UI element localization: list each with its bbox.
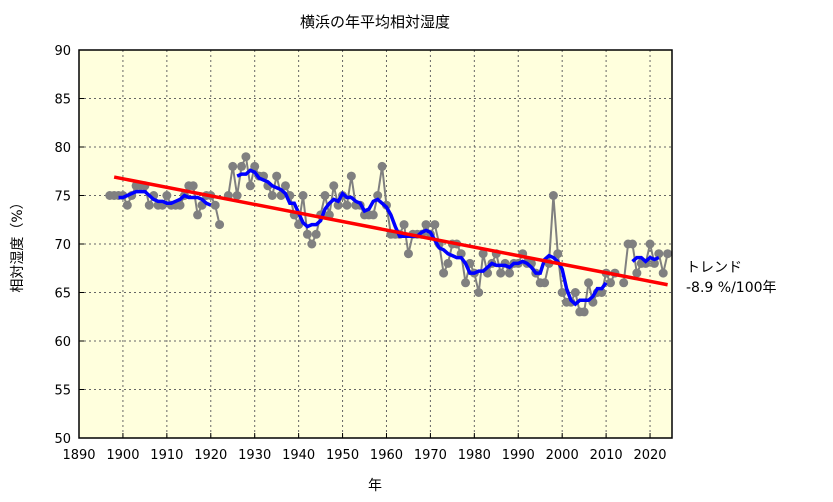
- moving-average-line: [631, 255, 660, 264]
- y-tick-label: 70: [54, 238, 71, 253]
- data-point: [421, 220, 431, 230]
- y-tick-label: 80: [54, 141, 71, 156]
- data-point: [188, 181, 198, 191]
- data-point: [193, 210, 203, 220]
- y-tick-label: 85: [54, 93, 71, 108]
- trend-label: トレンド: [686, 260, 742, 276]
- data-point: [478, 249, 488, 259]
- data-point: [329, 181, 339, 191]
- data-point: [443, 258, 453, 268]
- data-point: [311, 229, 321, 239]
- x-tick-label: 2010: [590, 448, 623, 463]
- x-tick-label: 1990: [502, 448, 535, 463]
- data-point: [579, 307, 589, 317]
- data-point: [584, 278, 594, 288]
- data-point: [649, 258, 659, 268]
- data-point: [250, 161, 260, 171]
- data-point: [232, 191, 242, 200]
- data-point: [294, 220, 304, 230]
- x-tick-label: 1930: [238, 448, 271, 463]
- data-point: [557, 288, 567, 297]
- data-point: [570, 288, 580, 297]
- data-point: [342, 200, 352, 210]
- data-point: [548, 191, 558, 200]
- data-point: [307, 239, 317, 249]
- x-tick-label: 1970: [414, 448, 447, 463]
- data-point: [461, 278, 471, 288]
- y-tick-label: 65: [54, 287, 71, 302]
- data-point: [654, 249, 664, 259]
- y-tick-label: 75: [54, 190, 71, 205]
- data-point: [175, 200, 185, 210]
- x-tick-label: 1890: [62, 448, 95, 463]
- data-point: [632, 268, 642, 278]
- data-point: [399, 220, 409, 230]
- trend-rate: -8.9 %/100年: [686, 280, 777, 296]
- moving-average-line: [118, 189, 212, 207]
- data-point: [210, 200, 220, 210]
- data-point: [496, 268, 506, 278]
- x-tick-label: 1950: [326, 448, 359, 463]
- data-point: [658, 268, 668, 278]
- data-point: [245, 181, 255, 191]
- data-point: [377, 161, 387, 171]
- data-point: [540, 278, 550, 288]
- data-point: [298, 191, 308, 200]
- data-point: [122, 200, 132, 210]
- data-point: [606, 278, 616, 288]
- x-tick-label: 1920: [194, 448, 227, 463]
- data-point: [504, 268, 514, 278]
- data-point: [267, 191, 277, 200]
- data-point: [333, 200, 343, 210]
- y-tick-label: 90: [54, 44, 71, 59]
- y-tick-label: 50: [54, 432, 71, 447]
- data-point: [162, 191, 172, 200]
- data-point: [627, 239, 637, 249]
- y-axis-label: 相対湿度（%）: [10, 195, 26, 292]
- y-tick-label: 55: [54, 384, 71, 399]
- data-point: [228, 161, 238, 171]
- trend-line: [113, 175, 668, 287]
- data-point: [474, 288, 484, 297]
- data-point: [237, 161, 247, 171]
- data-point: [430, 220, 440, 230]
- data-point: [619, 278, 629, 288]
- data-point: [280, 181, 290, 191]
- data-point: [144, 200, 154, 210]
- data-point: [553, 249, 563, 259]
- data-point: [346, 171, 356, 181]
- data-point: [272, 171, 282, 181]
- y-tick-label: 60: [54, 335, 71, 350]
- x-tick-label: 1980: [458, 448, 491, 463]
- data-point: [368, 210, 378, 220]
- data-point: [241, 152, 251, 162]
- x-tick-label: 1900: [106, 448, 139, 463]
- x-tick-label: 1960: [370, 448, 403, 463]
- data-point: [645, 239, 655, 249]
- data-point: [439, 268, 449, 278]
- data-point: [373, 191, 383, 200]
- x-tick-label: 2000: [546, 448, 579, 463]
- data-point: [215, 220, 225, 230]
- plot-border: [78, 49, 673, 439]
- x-tick-label: 2020: [633, 448, 666, 463]
- chart-title: 横浜の年平均相対湿度: [300, 13, 450, 31]
- x-axis-label: 年: [368, 478, 382, 494]
- x-tick-label: 1910: [150, 448, 183, 463]
- data-point: [320, 191, 330, 200]
- data-point: [302, 229, 312, 239]
- data-point: [663, 249, 673, 259]
- data-point: [403, 249, 413, 259]
- x-tick-label: 1940: [282, 448, 315, 463]
